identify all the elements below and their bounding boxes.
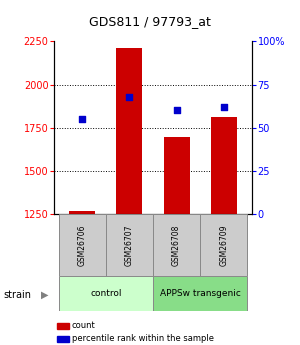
Point (80, 116, 85, 122)
Text: APPSw transgenic: APPSw transgenic (160, 289, 241, 298)
Text: GSM26709: GSM26709 (219, 224, 228, 266)
Bar (116, 48, 142, 214)
Bar (69, 211, 95, 214)
Bar (211, 117, 237, 214)
Bar (153, 276, 247, 310)
Text: ▶: ▶ (40, 290, 48, 300)
Text: control: control (90, 289, 122, 298)
Text: GSM26708: GSM26708 (172, 224, 181, 266)
Point (174, 108, 179, 113)
Bar (200, 214, 247, 276)
Text: GSM26706: GSM26706 (78, 224, 87, 266)
Text: strain: strain (3, 290, 31, 300)
Bar (59, 214, 106, 276)
Text: count: count (72, 321, 96, 330)
Bar (106, 214, 153, 276)
Text: percentile rank within the sample: percentile rank within the sample (72, 334, 214, 343)
Text: GDS811 / 97793_at: GDS811 / 97793_at (89, 14, 211, 28)
Bar (59, 276, 153, 310)
Bar (164, 137, 190, 214)
Point (221, 104, 226, 110)
Point (127, 94, 132, 99)
Bar (153, 214, 200, 276)
Text: GSM26707: GSM26707 (125, 224, 134, 266)
